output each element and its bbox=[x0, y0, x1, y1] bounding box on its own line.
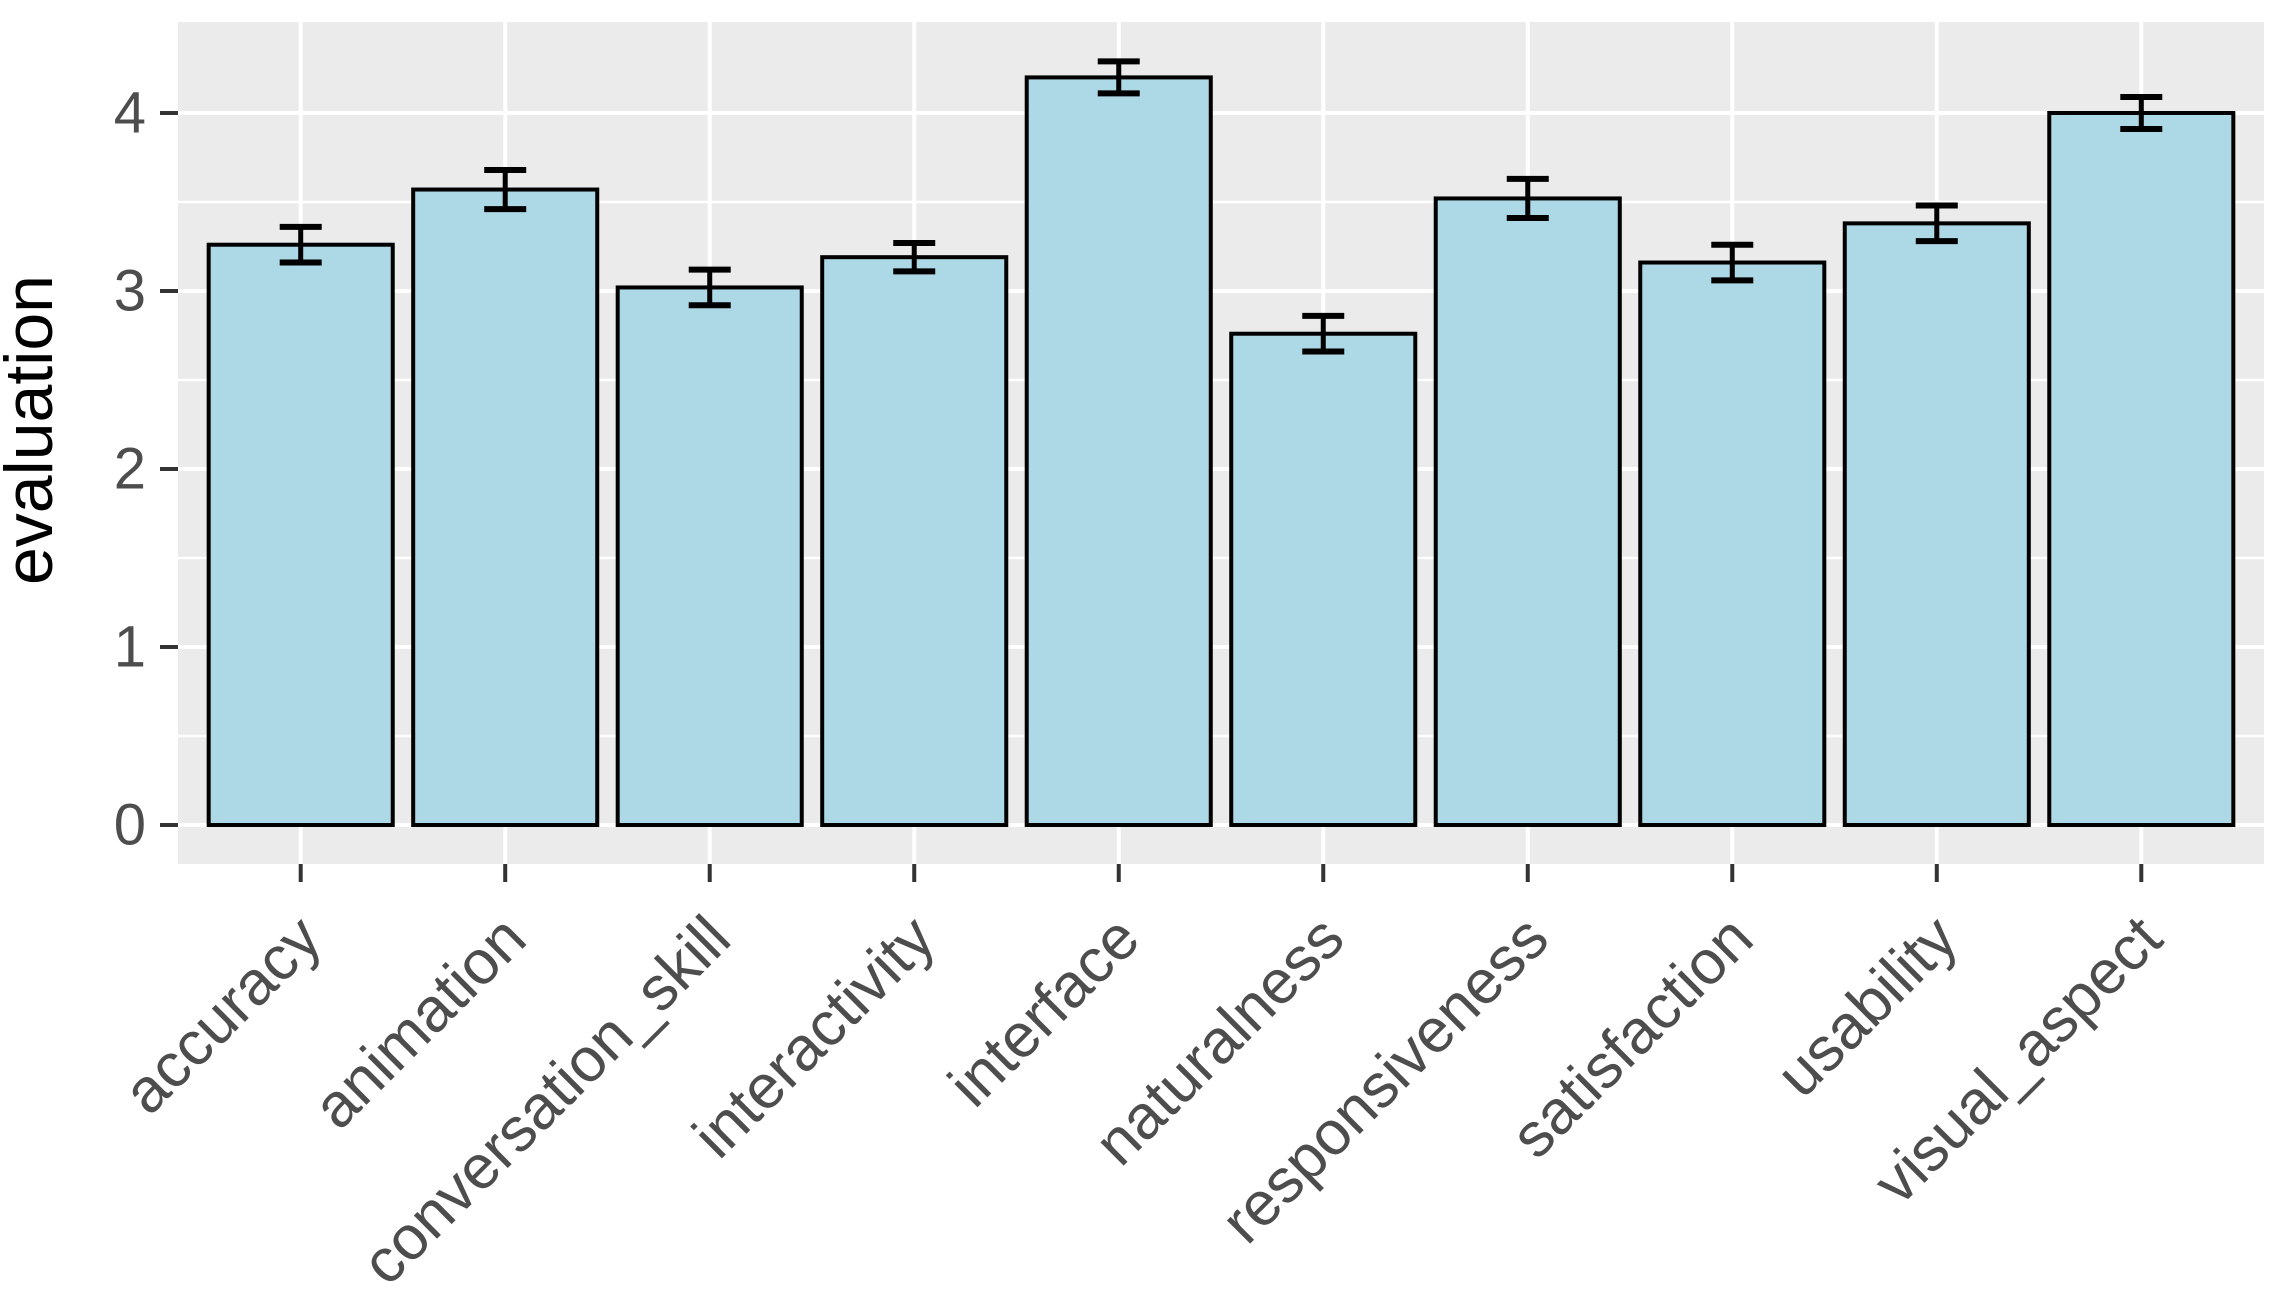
bar-visual_aspect bbox=[2047, 111, 2236, 827]
bar-naturalness bbox=[1229, 331, 1418, 827]
error-bar-naturalness bbox=[1302, 312, 1345, 355]
bar-satisfaction bbox=[1638, 260, 1827, 827]
y-tick-label-0: 0 bbox=[114, 793, 146, 858]
x-tick-label-interface: interface bbox=[936, 903, 1153, 1120]
x-tick-label-usability: usability bbox=[1764, 903, 1971, 1110]
error-bar-satisfaction bbox=[1711, 241, 1754, 284]
y-tick-label-2: 2 bbox=[114, 437, 146, 502]
bar-responsiveness bbox=[1433, 196, 1622, 827]
bar-animation bbox=[411, 187, 600, 828]
bar-accuracy bbox=[206, 242, 395, 828]
bar-conversation_skill bbox=[615, 285, 804, 827]
errorbar-layer bbox=[279, 58, 2163, 355]
error-bar-conversation_skill bbox=[688, 266, 731, 309]
error-bar-usability bbox=[1915, 202, 1958, 245]
error-bar-responsiveness bbox=[1506, 175, 1549, 222]
y-tick-label-3: 3 bbox=[114, 259, 146, 324]
error-bar-visual_aspect bbox=[2120, 93, 2163, 133]
error-bar-interface bbox=[1097, 58, 1140, 97]
bar-interface bbox=[1024, 75, 1213, 827]
error-bar-animation bbox=[484, 166, 527, 213]
bar-layer bbox=[206, 75, 2236, 828]
error-bar-interactivity bbox=[893, 239, 936, 275]
bar-interactivity bbox=[820, 255, 1009, 827]
y-tick-label-4: 4 bbox=[114, 81, 146, 146]
y-axis-title: evaluation bbox=[0, 275, 67, 585]
error-bar-accuracy bbox=[279, 223, 322, 266]
bar-usability bbox=[1842, 221, 2031, 828]
y-tick-label-1: 1 bbox=[114, 615, 146, 680]
x-tick-label-conversation_skill: conversation_skill bbox=[349, 903, 744, 1298]
